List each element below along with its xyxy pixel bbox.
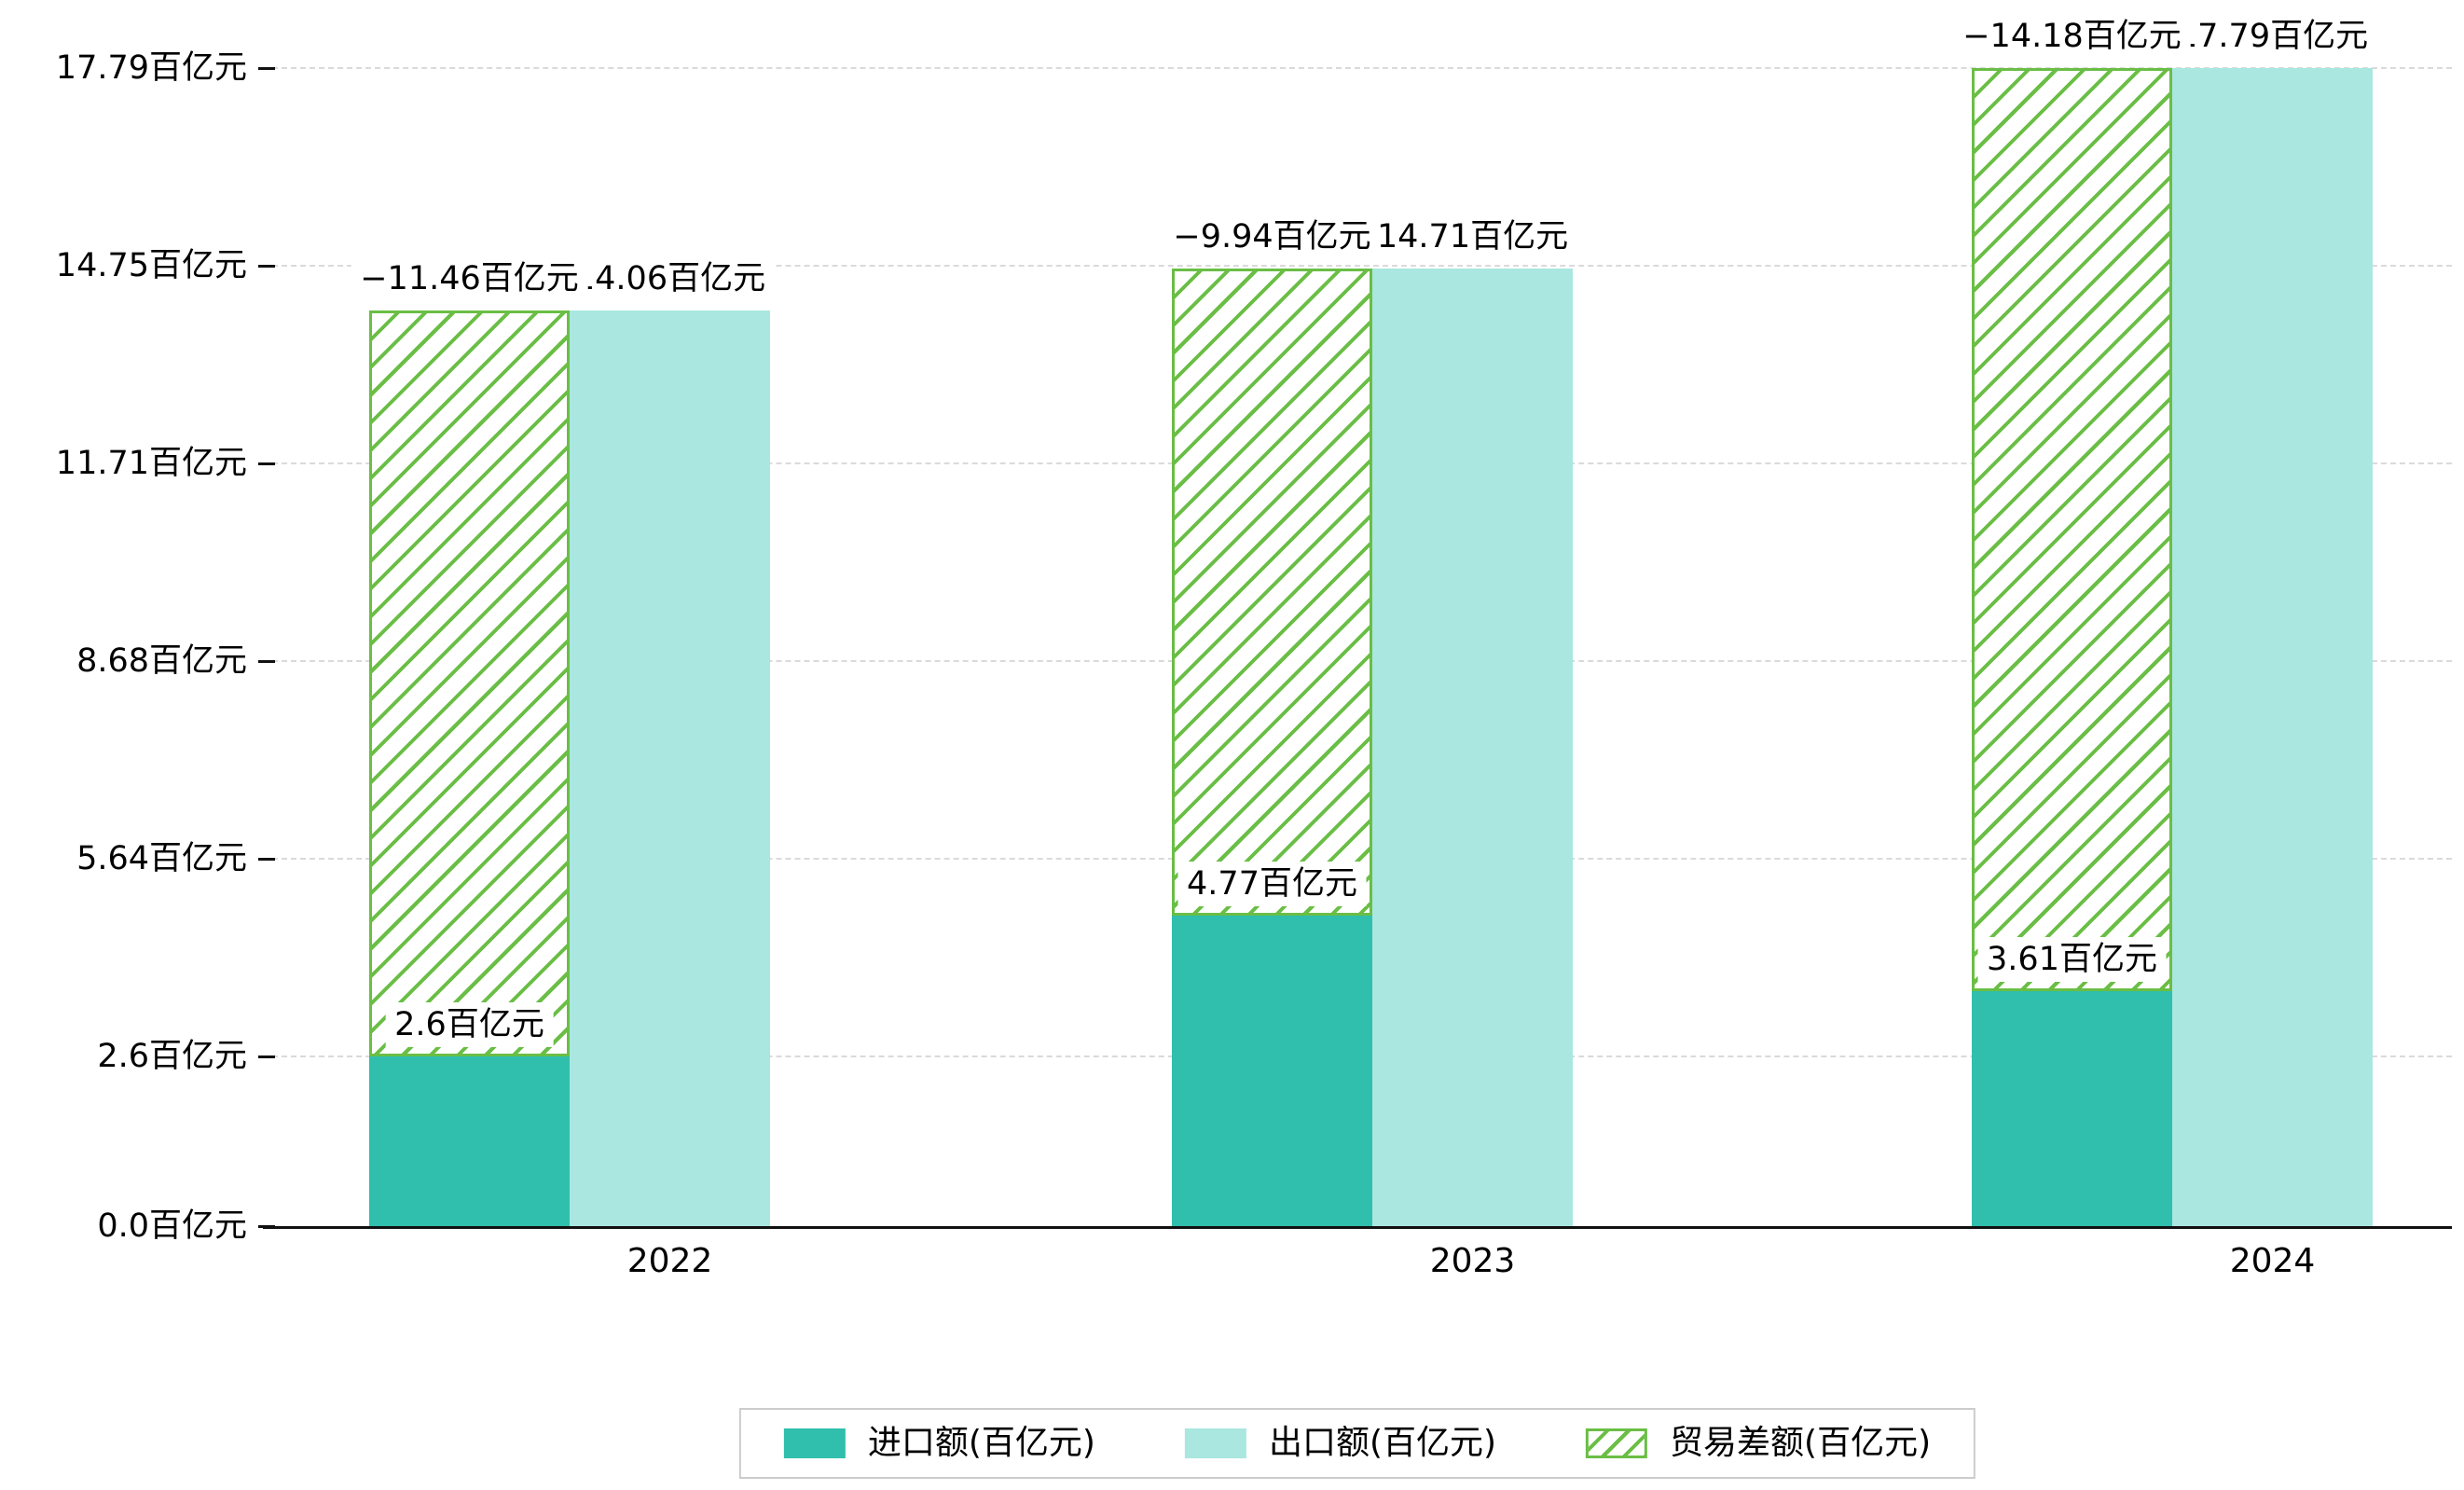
import-value-label-2024: 3.61百亿元	[1977, 936, 2167, 982]
x-tick-label-2023: 2023	[1429, 1242, 1516, 1280]
y-gridline	[263, 265, 2452, 268]
import-bar-2024	[1972, 990, 2172, 1226]
y-tick-label: 5.64百亿元	[76, 840, 247, 878]
export-bar-2022	[570, 310, 770, 1226]
y-tick-label: 2.6百亿元	[97, 1038, 247, 1076]
export-value-label-2022: 14.06百亿元	[564, 256, 776, 302]
legend-item-balance: 贸易差额(百亿元)	[1586, 1425, 1931, 1462]
y-tick-mark	[258, 660, 275, 663]
legend-label: 出口额(百亿元)	[1268, 1424, 1497, 1462]
y-tick-label: 8.68百亿元	[76, 642, 247, 680]
balance-value-label-2023: −9.94百亿元	[1163, 214, 1381, 260]
y-tick-label: 11.71百亿元	[55, 445, 247, 483]
export-value-label-2023: 14.71百亿元	[1367, 214, 1578, 260]
legend-label: 贸易差额(百亿元)	[1670, 1424, 1932, 1462]
x-axis-line	[263, 1226, 2452, 1229]
x-tick-label-2022: 2022	[626, 1242, 713, 1280]
balance-value-label-2022: −11.46百亿元	[351, 256, 588, 302]
export-bar-2023	[1372, 269, 1573, 1226]
export-value-label-2024: 17.79百亿元	[2167, 14, 2378, 59]
legend-swatch-export	[1184, 1428, 1246, 1458]
legend: 进口额(百亿元) 出口额(百亿元) 贸易差额(百亿元)	[738, 1408, 1976, 1479]
y-tick-mark	[258, 67, 275, 70]
x-tick-label-2024: 2024	[2229, 1242, 2316, 1280]
trade-balance-bar-2022	[369, 310, 570, 1057]
y-tick-label: 0.0百亿元	[97, 1207, 247, 1245]
y-gridline	[263, 67, 2452, 69]
import-value-label-2022: 2.6百亿元	[385, 1002, 554, 1048]
y-tick-mark	[258, 462, 275, 466]
y-tick-mark	[258, 858, 275, 862]
legend-label: 进口额(百亿元)	[867, 1424, 1095, 1462]
y-tick-label: 17.79百亿元	[55, 49, 247, 87]
legend-swatch-balance	[1586, 1428, 1648, 1458]
import-bar-2022	[369, 1056, 570, 1226]
y-tick-label: 14.75百亿元	[55, 247, 247, 285]
balance-value-label-2024: −14.18百亿元	[1953, 14, 2191, 59]
legend-item-import: 进口额(百亿元)	[783, 1424, 1095, 1462]
trade-balance-bar-2024	[1972, 68, 2172, 991]
export-bar-2024	[2172, 68, 2373, 1226]
import-bar-2023	[1172, 915, 1372, 1226]
y-tick-mark	[258, 265, 275, 269]
legend-item-export: 出口额(百亿元)	[1184, 1424, 1497, 1462]
y-tick-mark	[258, 1055, 275, 1059]
legend-swatch-import	[783, 1428, 846, 1458]
trade-balance-bar-2023	[1172, 269, 1372, 916]
import-value-label-2023: 4.77百亿元	[1177, 861, 1367, 906]
